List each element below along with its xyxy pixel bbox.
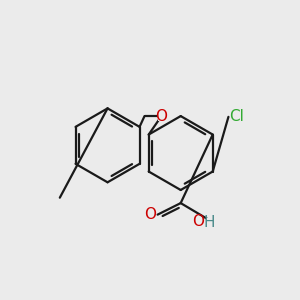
FancyBboxPatch shape bbox=[206, 218, 212, 227]
Text: H: H bbox=[203, 215, 215, 230]
Text: O: O bbox=[192, 214, 204, 229]
FancyBboxPatch shape bbox=[195, 217, 202, 226]
FancyBboxPatch shape bbox=[234, 111, 246, 121]
FancyBboxPatch shape bbox=[147, 210, 153, 219]
Text: Cl: Cl bbox=[230, 109, 244, 124]
FancyBboxPatch shape bbox=[158, 111, 165, 121]
Text: O: O bbox=[144, 207, 156, 222]
Text: O: O bbox=[155, 109, 167, 124]
